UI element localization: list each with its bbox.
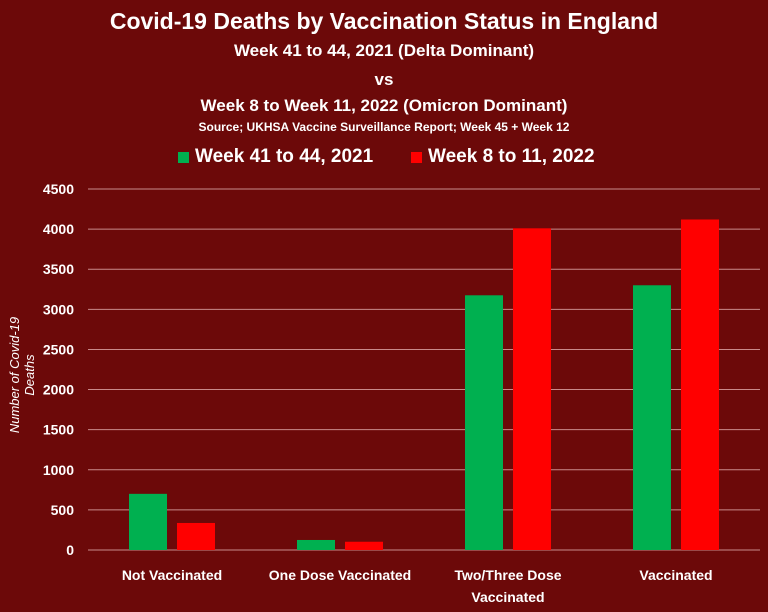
bar-2022: [177, 522, 215, 550]
bar-2021: [633, 285, 671, 550]
chart-subtitle-3: Week 8 to Week 11, 2022 (Omicron Dominan…: [200, 96, 568, 115]
x-category-label: Two/Three Dose: [454, 567, 561, 583]
y-tick-label: 2000: [43, 382, 74, 398]
legend-label: Week 8 to 11, 2022: [428, 146, 595, 167]
bar-2021: [297, 539, 335, 550]
chart-subtitle-2: vs: [374, 70, 394, 89]
y-tick-label: 1500: [43, 422, 74, 438]
y-tick-label: 4000: [43, 221, 74, 237]
legend-label: Week 41 to 44, 2021: [195, 146, 374, 167]
legend-item-2022: Week 8 to 11, 2022: [411, 146, 595, 168]
x-category-label: One Dose Vaccinated: [269, 567, 411, 583]
y-tick-label: 3000: [43, 301, 74, 317]
y-tick-label: 1000: [43, 462, 74, 478]
legend-item-2021: Week 41 to 44, 2021: [178, 146, 373, 168]
bar-2022: [513, 228, 551, 550]
x-category-label: Vaccinated: [471, 589, 544, 605]
x-category-label: Not Vaccinated: [122, 567, 222, 583]
y-tick-label: 2500: [43, 341, 74, 357]
chart-source: Source; UKHSA Vaccine Surveillance Repor…: [198, 120, 570, 134]
bar-2021: [465, 295, 503, 550]
chart-subtitle-1: Week 41 to 44, 2021 (Delta Dominant): [233, 41, 535, 60]
bar-2021: [129, 493, 167, 550]
y-tick-label: 3500: [43, 261, 74, 277]
y-tick-label: 500: [51, 502, 75, 518]
legend-swatch-red: [411, 151, 422, 163]
chart-title: Covid-19 Deaths by Vaccination Status in…: [109, 8, 659, 34]
y-tick-label: 0: [66, 542, 74, 558]
x-category-label: Vaccinated: [639, 567, 712, 583]
bar-2022: [681, 219, 719, 551]
y-tick-label: 4500: [43, 181, 74, 197]
legend-swatch-green: [178, 151, 189, 163]
bar-2022: [345, 541, 383, 550]
